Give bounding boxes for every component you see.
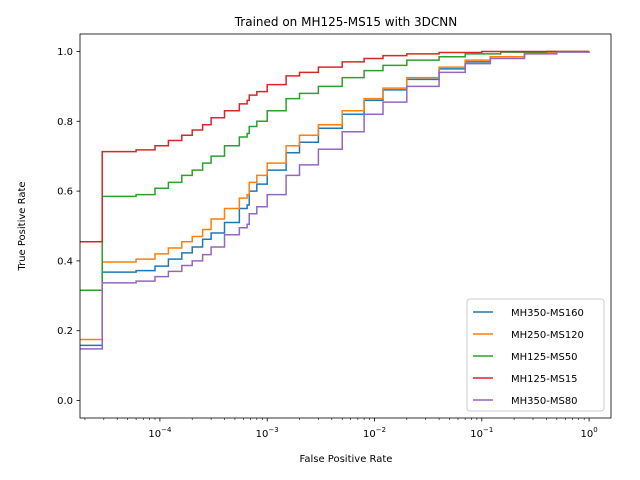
series-line-2 (80, 50, 590, 291)
plot-area: 0.0 0.2 0.4 0.6 0.8 1.0 10−4 10−3 10−2 10−1 100 (57, 33, 612, 440)
axes-frame (79, 33, 612, 419)
legend-box (466, 298, 605, 412)
legend-label-1: MH250-MS120 (511, 330, 584, 341)
legend-label-3: MH125-MS15 (511, 374, 578, 385)
y-tick-label: 0.2 (57, 326, 73, 337)
x-tick-label: 10−4 (148, 426, 172, 440)
x-tick-label: 10−3 (256, 426, 279, 440)
series-line-3 (80, 50, 590, 243)
chart-title: Trained on MH125-MS15 with 3DCNN (234, 15, 458, 29)
x-axis-label: False Positive Rate (300, 454, 393, 465)
legend: MH350-MS160 MH250-MS120 MH125-MS50 MH125-MS… (466, 298, 605, 412)
x-tick-label: 10−1 (470, 426, 493, 440)
y-tick-label: 0.8 (57, 117, 73, 128)
y-tick-label: 0.4 (57, 256, 73, 267)
y-axis-label: True Positive Rate (17, 181, 28, 271)
legend-label-2: MH125-MS50 (511, 352, 578, 363)
y-tick-label: 0.6 (57, 187, 73, 198)
series-line-4 (80, 51, 590, 350)
legend-label-4: MH350-MS80 (511, 396, 578, 407)
y-tick-label: 0.0 (57, 396, 73, 407)
y-tick-label: 1.0 (57, 47, 73, 58)
x-tick-label: 100 (580, 426, 597, 440)
legend-label-0: MH350-MS160 (511, 308, 584, 319)
x-tick-label: 10−2 (363, 426, 386, 440)
